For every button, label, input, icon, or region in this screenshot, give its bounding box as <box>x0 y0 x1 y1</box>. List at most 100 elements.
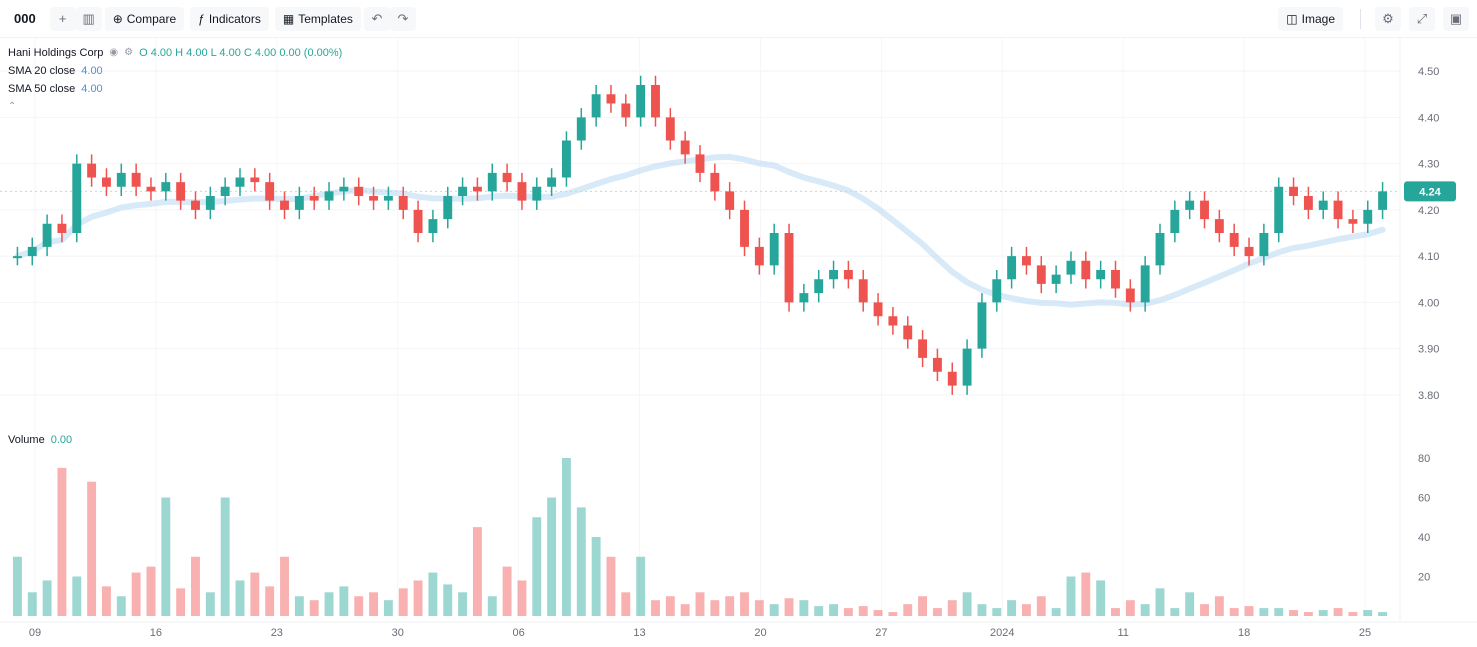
candle-body <box>1244 246 1254 257</box>
top-toolbar: 000 + ▥ ⊕ Compare ƒ Indicators ▦ Templates … <box>0 0 1477 38</box>
candle-body <box>918 339 928 358</box>
chart-canvas[interactable]: 4.50 4.40 4.30 4.20 4.10 4.00 3.90 3.80 80 60 40 20… <box>0 38 1477 647</box>
candle-body <box>191 200 200 210</box>
volume-bar <box>487 596 497 616</box>
price-tick-label: 3.80 <box>1418 390 1439 402</box>
volume-bar <box>1303 612 1313 616</box>
settings-icon[interactable]: ⚙ <box>1375 6 1401 31</box>
volume-bar <box>1155 588 1165 616</box>
candle-body <box>1229 233 1239 247</box>
candle-body <box>532 186 542 201</box>
volume-bar <box>1125 600 1135 616</box>
candle-body <box>324 191 334 201</box>
candle-body <box>294 196 304 210</box>
volume-bar <box>339 586 349 616</box>
legend: Hani Holdings Corp ◉ ⚙ O 4.00 H 4.00 L 4… <box>8 44 342 116</box>
volume-bar <box>383 600 393 616</box>
ma1-label: SMA 20 close <box>8 65 76 77</box>
volume-bar <box>42 580 52 616</box>
candle-body <box>369 196 378 201</box>
candle-body <box>1022 256 1031 266</box>
time-tick-label: 09 <box>29 627 41 639</box>
fullscreen-icon[interactable]: ⤢ <box>1409 6 1435 31</box>
candle-body <box>1096 270 1106 280</box>
candle-body <box>1051 274 1061 284</box>
candle-body <box>1259 233 1269 257</box>
volume-bar <box>235 580 245 616</box>
volume-bar <box>1185 592 1195 616</box>
candle-body <box>1036 265 1046 284</box>
candle-body <box>517 182 527 201</box>
volume-bar <box>398 588 408 616</box>
indicators-button[interactable]: ƒ Indicators <box>190 6 269 31</box>
bar-style-icon[interactable]: ▥ <box>75 6 102 31</box>
volume-bar <box>294 596 304 616</box>
snapshot-icon[interactable]: ▣ <box>1443 6 1469 31</box>
symbol-search[interactable]: 000 <box>14 11 36 26</box>
candle-body <box>680 140 690 155</box>
volume-bar <box>606 556 616 616</box>
volume-bar <box>1318 610 1328 616</box>
candle-body <box>1081 260 1091 280</box>
volume-bar <box>309 600 319 616</box>
add-symbol-icon[interactable]: + <box>49 6 76 31</box>
volume-bar <box>710 600 720 616</box>
candle-body <box>576 117 586 141</box>
compare-button[interactable]: ⊕ Compare <box>104 6 185 31</box>
candle-body <box>220 186 230 196</box>
toolbar-divider <box>1360 8 1361 29</box>
volume-bar <box>265 586 275 616</box>
volume-legend: Volume 0.00 <box>8 434 72 446</box>
candle-body <box>740 209 749 247</box>
time-tick-label: 2024 <box>990 627 1014 639</box>
candle-body <box>42 223 52 247</box>
candle-body <box>383 196 393 201</box>
volume-bar <box>280 556 289 616</box>
volume-bar <box>1051 608 1061 616</box>
candle-body <box>72 163 82 233</box>
volume-bar <box>858 606 868 616</box>
price-tick-label: 4.50 <box>1418 66 1439 78</box>
volume-bar <box>576 507 586 616</box>
camera-icon: ◫ <box>1286 11 1298 26</box>
candle-body <box>1363 209 1373 224</box>
volume-bar <box>1066 576 1076 616</box>
volume-label: Volume <box>8 434 45 446</box>
candle-body <box>858 279 868 303</box>
time-tick-label: 30 <box>392 627 404 639</box>
volume-bar <box>843 608 853 616</box>
volume-bar <box>799 600 809 616</box>
volume-bar <box>651 600 660 616</box>
volume-tick-label: 80 <box>1418 453 1430 465</box>
candle-body <box>1274 186 1284 233</box>
candle-body <box>250 177 260 183</box>
volume-bar <box>1289 610 1298 616</box>
volume-bar <box>324 592 334 616</box>
volume-bar <box>369 592 378 616</box>
candle-body <box>947 371 957 386</box>
volume-bar <box>621 592 631 616</box>
image-button[interactable]: ◫ Image <box>1278 6 1343 31</box>
candle-body <box>1111 270 1120 289</box>
volume-bar <box>1274 608 1284 616</box>
volume-bar <box>1200 604 1209 616</box>
template-icon: ▦ <box>282 11 295 26</box>
volume-bar <box>27 592 37 616</box>
collapse-chevron-icon[interactable]: ⌃ <box>8 101 17 112</box>
candle-body <box>1155 233 1165 266</box>
legend-title: Hani Holdings Corp <box>8 47 104 59</box>
candle-body <box>235 177 245 187</box>
volume-bar <box>1333 608 1343 616</box>
candle-body <box>398 196 408 210</box>
templates-button[interactable]: ▦ Templates <box>274 6 361 31</box>
eye-icon[interactable]: ◉ <box>109 47 119 58</box>
candle-body <box>1125 288 1135 303</box>
gear-icon[interactable]: ⚙ <box>124 47 134 58</box>
candle-body <box>710 172 720 192</box>
redo-icon[interactable]: ↷ <box>389 6 416 31</box>
volume-bar <box>472 527 482 616</box>
undo-icon[interactable]: ↶ <box>363 6 390 31</box>
candle-body <box>458 186 468 196</box>
candle-body <box>873 302 883 317</box>
candle-body <box>87 163 97 178</box>
